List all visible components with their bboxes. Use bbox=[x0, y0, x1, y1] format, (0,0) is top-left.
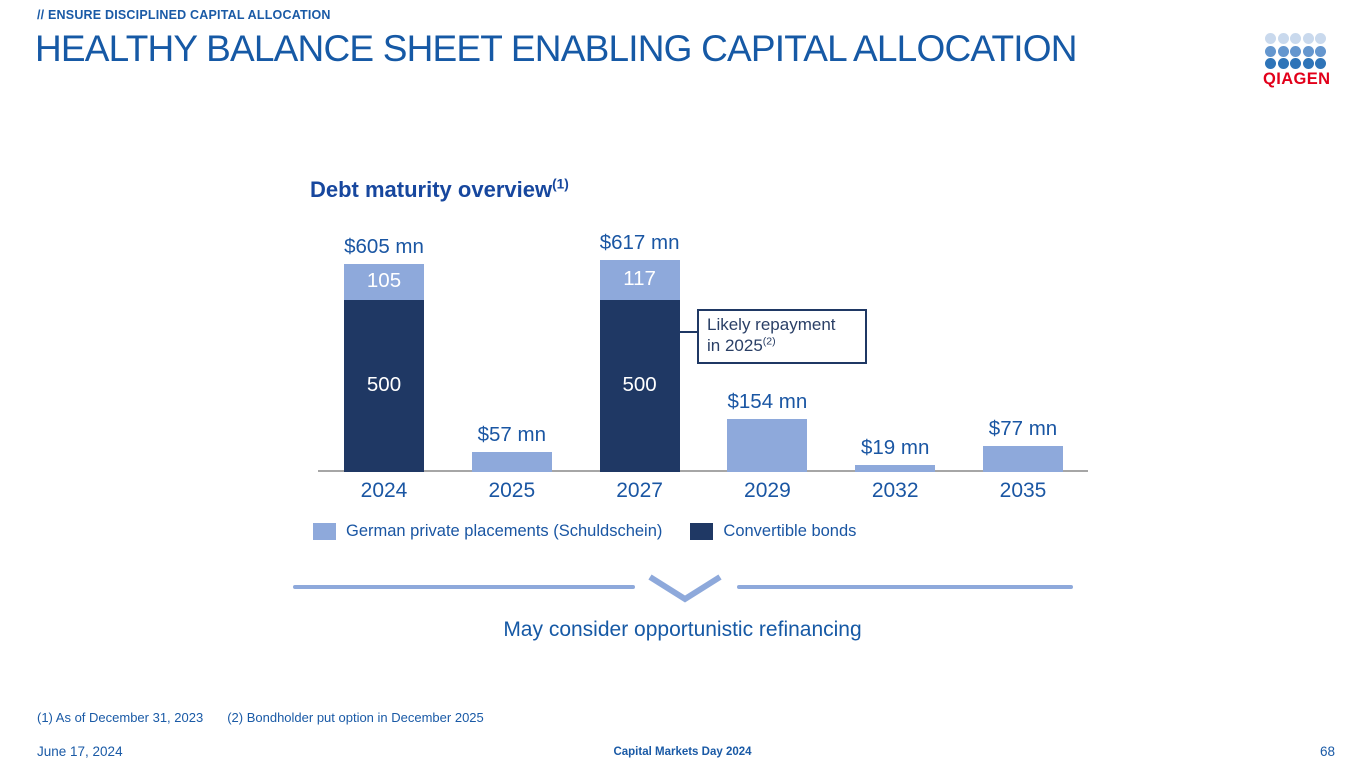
logo-dot bbox=[1315, 58, 1327, 70]
logo-dot bbox=[1265, 33, 1276, 44]
banner-text: May consider opportunistic refinancing bbox=[503, 618, 862, 641]
x-axis-line bbox=[318, 470, 1088, 472]
bar-category-label: 2025 bbox=[488, 479, 536, 502]
page-number: 68 bbox=[1319, 744, 1335, 759]
page-title: HEALTHY BALANCE SHEET ENABLING CAPITAL A… bbox=[35, 28, 1077, 69]
footnote-2: (2) Bondholder put option in December 20… bbox=[227, 710, 484, 725]
logo-dot bbox=[1315, 45, 1327, 57]
bar-category-label: 2035 bbox=[999, 479, 1047, 502]
bar-category-label: 2029 bbox=[744, 479, 791, 502]
qiagen-wordmark: QIAGEN bbox=[1263, 70, 1331, 89]
chart-title-text: Debt maturity overview bbox=[310, 177, 553, 202]
bar-category-label: 2027 bbox=[616, 479, 663, 502]
logo-dot bbox=[1277, 58, 1289, 70]
qiagen-dot-matrix-icon bbox=[1265, 33, 1333, 70]
bar-segment-value-label: 117 bbox=[623, 266, 656, 290]
legend-item-convertible: Convertible bonds bbox=[690, 522, 856, 541]
eyebrow-kicker: // ENSURE DISCIPLINED CAPITAL ALLOCATION bbox=[37, 8, 331, 22]
bar-segment bbox=[599, 259, 680, 300]
chart-legend: German private placements (Schuldschein)… bbox=[313, 522, 856, 541]
chart-title: Debt maturity overview(1) bbox=[310, 177, 569, 203]
bar-segment bbox=[344, 263, 424, 300]
legend-swatch-schuldschein bbox=[313, 523, 336, 540]
bar-segment bbox=[983, 445, 1063, 472]
logo-dot bbox=[1302, 58, 1314, 70]
bar-total-label: $57 mn bbox=[477, 423, 546, 447]
bar-total-label: $77 mn bbox=[988, 416, 1058, 440]
callout-footnote-ref: (2) bbox=[762, 335, 776, 348]
callout-box: Likely repayment in 2025(2) bbox=[697, 309, 867, 365]
bar-segment bbox=[855, 465, 936, 472]
bar-total-label: $19 mn bbox=[860, 436, 930, 460]
logo-dot bbox=[1290, 33, 1302, 44]
legend-swatch-convertible bbox=[690, 523, 714, 540]
bar-segment bbox=[599, 300, 680, 472]
bar-total-label: $617 mn bbox=[599, 230, 680, 254]
chevron-down-icon bbox=[648, 574, 722, 603]
bar-segment-value-label: 105 bbox=[366, 268, 402, 292]
bar-segment bbox=[344, 300, 424, 472]
callout-line1: Likely repayment bbox=[707, 315, 836, 334]
logo-dot bbox=[1290, 45, 1302, 57]
footnote-1: (1) As of December 31, 2023 bbox=[37, 710, 204, 725]
divider-line-right bbox=[737, 585, 1073, 589]
bar-segment-value-label: 500 bbox=[366, 373, 402, 396]
callout-line2: in 2025 bbox=[707, 335, 763, 355]
bar-segment-value-label: 500 bbox=[622, 373, 657, 396]
logo-dot bbox=[1277, 45, 1289, 57]
footnotes: (1) As of December 31, 2023 (2) Bondholde… bbox=[37, 710, 508, 725]
logo-dot bbox=[1265, 58, 1276, 70]
bar-category-label: 2032 bbox=[871, 479, 919, 502]
callout-connector-line bbox=[679, 331, 697, 333]
logo-dot bbox=[1302, 33, 1314, 44]
qiagen-logo: QIAGEN bbox=[1263, 33, 1333, 89]
chart-title-footnote-ref: (1) bbox=[552, 176, 569, 192]
bar-total-label: $605 mn bbox=[344, 234, 424, 258]
bar-segment bbox=[727, 419, 808, 472]
logo-dot bbox=[1290, 58, 1302, 70]
legend-label-convertible: Convertible bonds bbox=[723, 522, 857, 540]
legend-item-schuldschein: German private placements (Schuldschein) bbox=[313, 522, 662, 541]
footer-event-title: Capital Markets Day 2024 bbox=[613, 746, 752, 758]
logo-dot bbox=[1315, 33, 1327, 44]
bar-segment bbox=[471, 452, 552, 472]
divider-line-left bbox=[293, 585, 635, 589]
logo-dot bbox=[1302, 45, 1314, 57]
logo-dot bbox=[1265, 45, 1276, 57]
legend-label-schuldschein: German private placements (Schuldschein) bbox=[346, 522, 663, 540]
footer-date: June 17, 2024 bbox=[37, 744, 123, 759]
logo-dot bbox=[1277, 33, 1289, 44]
bar-total-label: $154 mn bbox=[727, 390, 808, 414]
bar-category-label: 2024 bbox=[360, 479, 408, 502]
